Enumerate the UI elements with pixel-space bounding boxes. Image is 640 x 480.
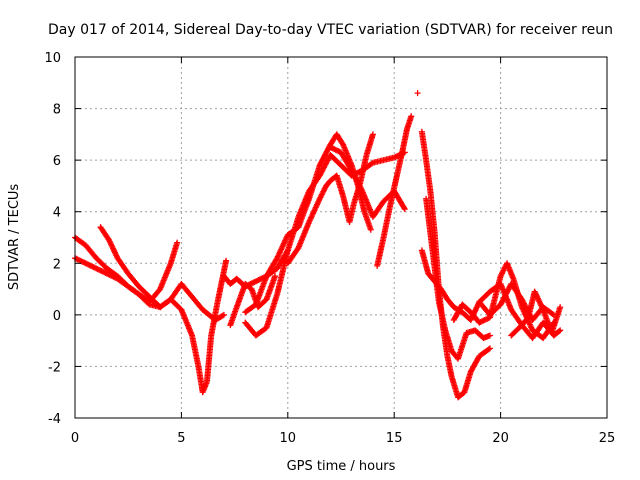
series-track-10 (327, 144, 408, 220)
y-tick-label: 4 (53, 206, 61, 221)
data-point (401, 204, 408, 211)
x-tick-label: 0 (71, 431, 79, 446)
x-tick-label: 5 (177, 431, 185, 446)
data-point (367, 226, 374, 233)
series-track-18 (508, 319, 564, 342)
data-point (368, 160, 375, 167)
series-track-13 (418, 128, 493, 401)
series-track-11 (374, 113, 415, 269)
y-tick-label: 2 (53, 257, 61, 272)
data-point (174, 239, 181, 246)
x-tick-label: 10 (280, 431, 297, 446)
series-track-2 (72, 239, 181, 305)
data-point (272, 273, 279, 280)
y-tick-label: 6 (53, 154, 61, 169)
series-track-4 (157, 257, 230, 396)
data-point (486, 345, 493, 352)
plot-frame (74, 56, 608, 419)
y-tick-label: -4 (48, 412, 61, 427)
data-point (401, 206, 408, 213)
axis-ticks: 0 5 10 15 20 25 -4 -2 0 2 4 6 8 10 (44, 51, 615, 446)
data-point (220, 311, 227, 318)
y-tick-label: 10 (44, 51, 61, 66)
y-tick-label: 0 (53, 309, 61, 324)
series-track-3 (97, 224, 164, 311)
series-track-6 (227, 273, 279, 329)
data-point (219, 312, 226, 319)
series-track-1 (72, 234, 227, 324)
y-tick-label: 8 (53, 103, 61, 118)
series-track-12 (414, 90, 421, 97)
chart-title: Day 017 of 2014, Sidereal Day-to-day VTE… (48, 22, 613, 38)
data-point (408, 113, 415, 120)
series-track-14 (423, 195, 493, 362)
data-point (556, 328, 563, 335)
data-point (486, 332, 493, 339)
data-point (223, 257, 230, 264)
series-track-9 (284, 131, 376, 267)
grid-lines (75, 57, 607, 418)
y-tick-label: -2 (48, 360, 61, 375)
data-point (414, 90, 421, 97)
data-points (72, 90, 564, 401)
data-point (557, 327, 564, 334)
data-point (369, 131, 376, 138)
data-point (557, 304, 564, 311)
data-point (485, 346, 492, 353)
x-tick-label: 25 (599, 431, 616, 446)
data-point (549, 310, 556, 317)
x-tick-label: 15 (386, 431, 403, 446)
x-tick-label: 20 (492, 431, 509, 446)
x-axis-title: GPS time / hours (287, 459, 396, 474)
y-axis-title: SDTVAR / TECUs (7, 184, 22, 291)
